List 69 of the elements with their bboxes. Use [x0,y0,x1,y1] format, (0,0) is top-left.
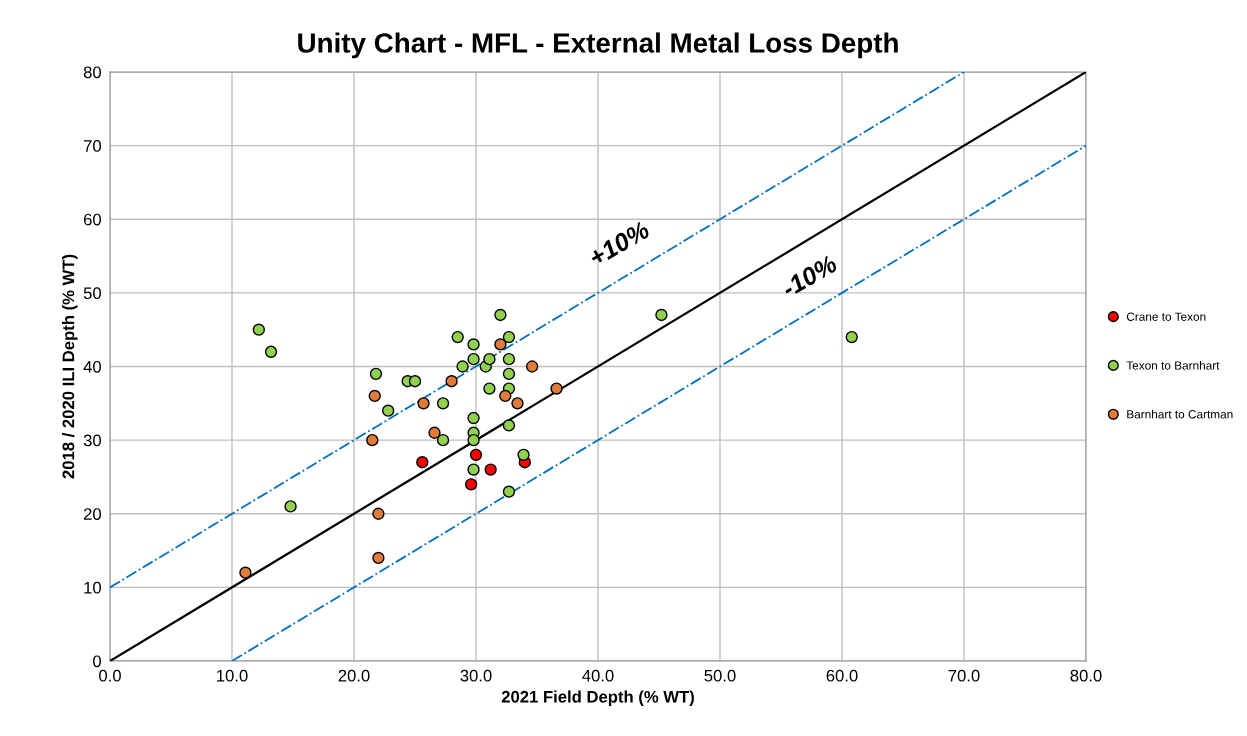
point [655,308,668,322]
y-tick-label: 20 [83,508,102,520]
x-tick-label: 20.0 [338,669,370,682]
legend-label: Crane to Texon [1126,312,1206,321]
point [502,485,516,498]
point [252,323,266,336]
y-tick-label: 60 [83,213,102,226]
point [511,397,524,410]
x-tick-label: 80.0 [1070,669,1102,682]
x-tick-label: 0.0 [99,669,121,682]
x-axis-title: 2021 Field Depth (% WT) [501,690,694,706]
point [502,352,516,366]
y-tick-label: 0 [93,655,102,668]
point [368,389,381,403]
point [445,375,458,388]
point [467,463,480,476]
x-tick-label: 50.0 [704,669,736,682]
point [372,551,385,565]
point [502,419,516,432]
y-tick-label: 80 [83,66,102,79]
x-tick-label: 60.0 [826,669,858,682]
y-tick-label: 30 [83,434,102,447]
point [284,500,297,513]
point [494,308,507,322]
point [369,367,383,381]
point [502,330,516,344]
point [467,411,480,425]
point [494,338,507,351]
point [416,456,429,469]
point [483,382,496,395]
y-tick-label: 40 [83,360,102,373]
annotation: +10% [587,220,651,267]
point [467,352,480,366]
point [469,448,483,462]
point [451,330,464,344]
point [408,375,422,388]
point [456,360,469,373]
point [483,352,496,366]
point [525,360,539,373]
x-tick-label: 70.0 [948,669,980,682]
y-tick-label: 50 [83,287,102,300]
point [436,397,450,410]
point [499,389,512,403]
chart-title: Unity Chart - MFL - External Metal Loss Depth [298,32,898,59]
x-tick-label: 10.0 [217,669,248,682]
point [517,448,530,462]
y-tick-label: 70 [83,140,102,152]
point [417,397,430,410]
point [372,507,385,520]
x-tick-label: 40.0 [582,669,614,682]
point [381,404,395,417]
point [436,433,450,447]
point [467,338,480,351]
point [845,330,858,344]
legend-label: Barnhart to Cartman [1127,409,1233,419]
legend-label: Texon to Barnhart [1126,361,1220,370]
point [550,382,563,395]
y-axis-title: 2018 / 2020 ILI Depth (% WT) [62,254,78,479]
annotation: -10% [780,254,839,299]
point [502,367,516,381]
point [366,433,379,447]
point [467,433,480,447]
point [484,463,497,476]
y-tick-label: 10 [84,581,102,594]
point [428,426,441,439]
x-tick-label: 30.0 [460,669,492,682]
point [464,478,478,491]
point [264,345,278,358]
point [239,566,252,579]
